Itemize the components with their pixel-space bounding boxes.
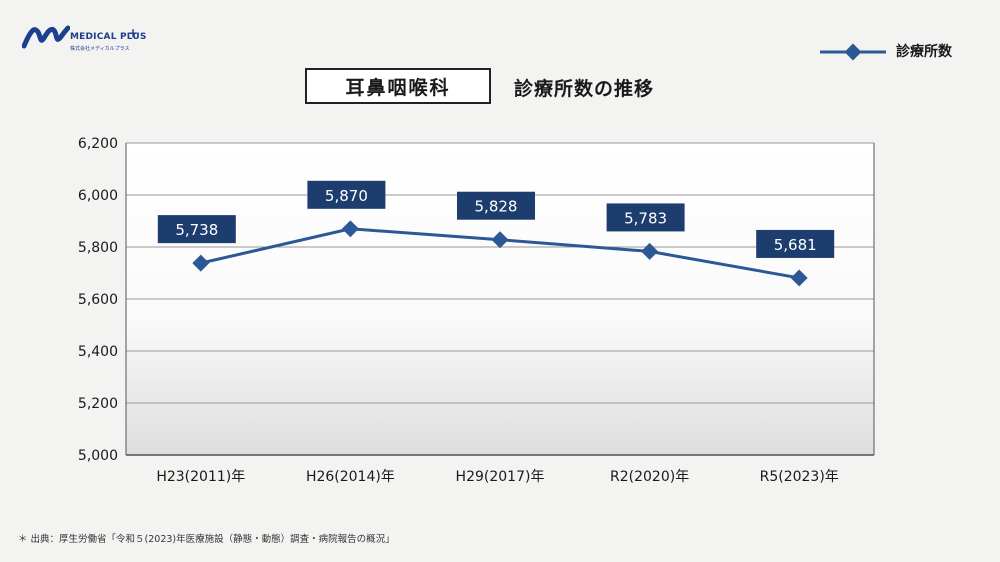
data-point-marker bbox=[790, 269, 808, 287]
y-tick-label: 5,600 bbox=[78, 292, 118, 308]
chart-subtitle: 診療所数の推移 bbox=[514, 78, 655, 100]
footnote: ＊ 出典：厚生労働省「令和５(2023)年医療施設（静態・動態）調査・病院報告の… bbox=[18, 534, 395, 545]
logo-plus: + bbox=[128, 26, 139, 40]
y-tick-label: 5,000 bbox=[78, 448, 118, 464]
data-label-box bbox=[606, 203, 685, 232]
data-point-marker bbox=[341, 220, 359, 238]
x-tick-label: R2(2020)年 bbox=[610, 469, 689, 485]
x-tick-label: R5(2023)年 bbox=[760, 469, 839, 485]
data-label-box bbox=[457, 191, 535, 220]
logo-icon bbox=[21, 25, 71, 49]
logo-subtext: 株式会社メディカルプラス bbox=[70, 46, 130, 52]
y-tick-label: 6,200 bbox=[78, 136, 118, 152]
x-tick-label: H23(2011)年 bbox=[156, 469, 245, 485]
y-tick-label: 5,800 bbox=[78, 240, 118, 256]
data-label: 5,681 bbox=[774, 236, 817, 254]
y-tick-label: 6,000 bbox=[78, 188, 118, 204]
legend: 診療所数 bbox=[818, 40, 978, 64]
x-tick-label: H26(2014)年 bbox=[306, 469, 395, 485]
logo-text: MEDICAL PLUS bbox=[70, 32, 147, 42]
data-label: 5,783 bbox=[624, 209, 667, 227]
data-point-marker bbox=[192, 254, 210, 272]
data-label-box bbox=[756, 229, 835, 258]
legend-line-marker bbox=[820, 43, 886, 61]
data-label: 5,738 bbox=[175, 221, 218, 239]
data-label-box bbox=[307, 180, 386, 209]
data-label: 5,870 bbox=[325, 187, 368, 205]
legend-label: 診療所数 bbox=[896, 44, 952, 60]
data-label-box bbox=[157, 215, 236, 244]
logo bbox=[21, 22, 152, 62]
x-tick-label: H29(2017)年 bbox=[456, 469, 545, 485]
data-point-marker bbox=[641, 242, 659, 260]
data-label: 5,828 bbox=[475, 198, 518, 216]
y-tick-label: 5,400 bbox=[78, 344, 118, 360]
y-tick-label: 5,200 bbox=[78, 396, 118, 412]
chart-title: 耳鼻咽喉科 bbox=[305, 68, 491, 104]
data-point-marker bbox=[491, 231, 509, 249]
